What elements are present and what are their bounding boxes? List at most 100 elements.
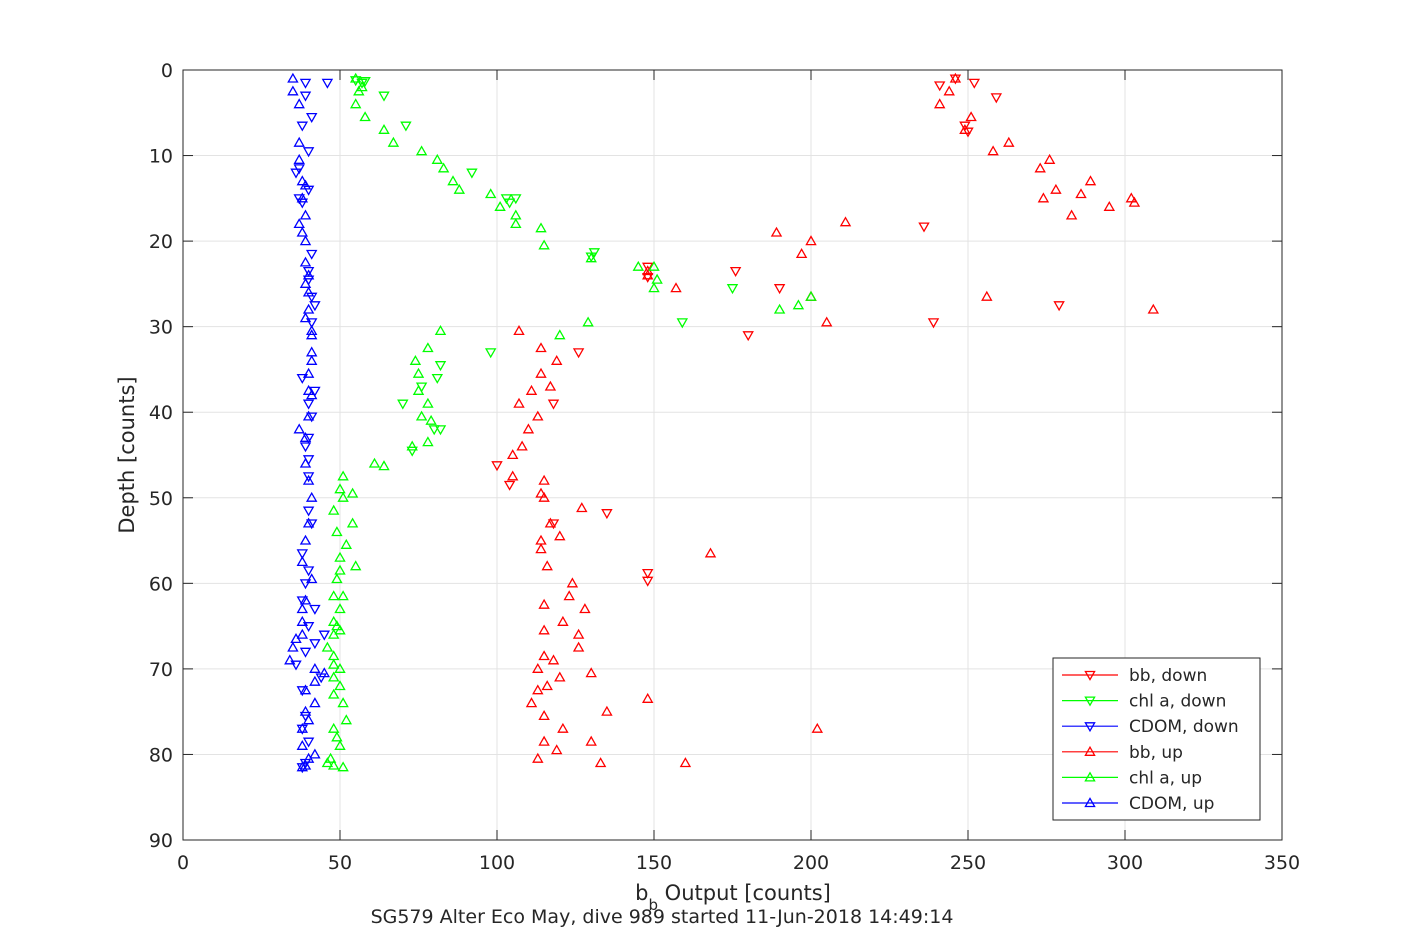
data-point [1053, 301, 1065, 312]
data-point [299, 457, 312, 468]
data-point [513, 324, 525, 336]
data-point [334, 551, 346, 562]
data-point [1037, 192, 1050, 203]
data-point [299, 78, 312, 89]
data-point [293, 153, 305, 164]
data-point [356, 81, 368, 92]
data-point [299, 705, 312, 716]
data-point [331, 620, 343, 631]
data-point [296, 686, 309, 697]
data-point [302, 506, 315, 517]
data-point [959, 121, 971, 132]
data-point [296, 226, 309, 237]
data-point [340, 538, 353, 549]
x-tick-label: 200 [793, 852, 829, 874]
data-point [293, 98, 305, 109]
data-point [959, 123, 971, 134]
data-point [563, 590, 575, 601]
data-point [299, 647, 312, 658]
data-point [321, 78, 334, 89]
data-point [349, 560, 362, 571]
data-point [346, 517, 359, 528]
data-point [302, 269, 315, 280]
data-point [356, 78, 368, 89]
data-point [466, 168, 478, 179]
data-point [368, 457, 381, 468]
data-point [839, 216, 852, 227]
legend-item: bb, up [1062, 743, 1183, 763]
data-point [585, 252, 597, 263]
legend: bb, down chl a, down CDOM, down bb, up chl a… [1052, 657, 1261, 821]
legend-item: chl a, up [1062, 768, 1202, 788]
data-point [296, 175, 309, 186]
data-point [585, 667, 597, 678]
y-tick-label: 80 [149, 744, 173, 766]
y-tick-label: 70 [149, 659, 173, 681]
data-point [729, 266, 742, 278]
data-point [437, 162, 450, 173]
legend-item: CDOM, up [1062, 794, 1214, 814]
data-point [594, 757, 607, 768]
data-point [535, 222, 547, 233]
data-point [422, 342, 434, 353]
series-5 [284, 72, 331, 772]
data-point [585, 735, 597, 746]
data-point [532, 684, 544, 695]
data-point [676, 318, 689, 329]
data-point [299, 277, 312, 288]
data-point [532, 662, 544, 673]
data-point [547, 519, 560, 530]
legend-label: chl a, up [1129, 768, 1202, 788]
data-point [726, 284, 739, 295]
data-point [538, 709, 550, 721]
data-point [1103, 200, 1116, 211]
data-point [305, 354, 318, 365]
data-point [601, 705, 613, 716]
data-point [290, 632, 302, 644]
legend-label: bb, down [1129, 666, 1207, 686]
y-tick-label: 20 [149, 231, 173, 253]
data-point [305, 412, 318, 423]
data-point [327, 759, 340, 770]
data-point [632, 260, 645, 271]
y-tick-label: 0 [161, 60, 173, 82]
data-point [538, 735, 550, 746]
data-point [425, 414, 437, 425]
data-point [296, 549, 309, 560]
data-point [337, 697, 349, 708]
data-point [554, 530, 566, 541]
data-point [1065, 209, 1078, 220]
data-point [770, 226, 783, 237]
data-point [933, 81, 946, 92]
data-point [535, 543, 547, 554]
data-point [296, 722, 309, 733]
data-point [299, 235, 312, 246]
x-axis-label-subscript: b [648, 896, 658, 914]
data-point [309, 697, 321, 708]
data-point [506, 470, 519, 481]
data-point [792, 299, 805, 310]
data-point [318, 667, 331, 678]
data-point [296, 555, 309, 567]
data-point [318, 630, 331, 641]
data-point [296, 615, 309, 626]
data-point [305, 324, 318, 336]
data-point [302, 399, 315, 410]
data-point [535, 342, 547, 353]
x-tick-label: 150 [636, 852, 672, 874]
data-point [409, 354, 422, 365]
data-point [296, 121, 309, 132]
data-point [378, 460, 390, 471]
data-point [949, 72, 962, 83]
data-point [484, 348, 497, 359]
data-point [353, 85, 365, 96]
data-point [334, 662, 346, 673]
data-point [532, 410, 544, 421]
data-point [324, 752, 337, 763]
data-point [550, 354, 563, 365]
data-point [406, 446, 418, 457]
data-point [566, 577, 579, 588]
data-point [1043, 153, 1056, 164]
legend-box [1052, 657, 1261, 821]
